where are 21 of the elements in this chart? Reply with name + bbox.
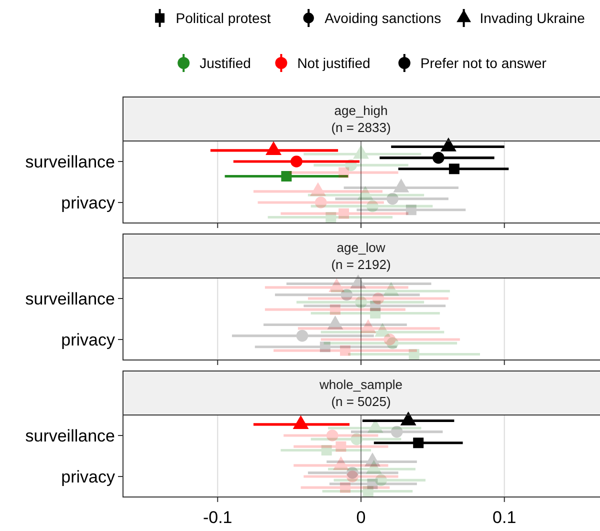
x-tick-label: 0 xyxy=(356,508,366,527)
text: Not justified xyxy=(297,55,370,71)
chart-title: whole_sample xyxy=(318,377,403,392)
y-tick-label: surveillance xyxy=(25,426,115,446)
text: Avoiding sanctions xyxy=(324,10,442,26)
y-tick-label: privacy xyxy=(61,468,116,486)
text: Prefer not to answer xyxy=(420,55,547,71)
chart-title: age_high xyxy=(334,103,388,118)
text: Invading Ukraine xyxy=(480,10,586,26)
chart-subtitle: (n = 2192) xyxy=(331,257,391,272)
chart-title: age_low xyxy=(336,240,386,255)
text: Political protest xyxy=(176,10,271,26)
chart-subtitle: (n = 2833) xyxy=(331,120,391,135)
y-tick-label: privacy xyxy=(61,194,116,212)
x-tick-label: -0.1 xyxy=(202,508,232,527)
text: Justified xyxy=(200,55,251,71)
y-tick-label: privacy xyxy=(61,330,116,350)
y-tick-label: surveillance xyxy=(25,152,115,172)
chart-subtitle: (n = 5025) xyxy=(331,394,391,409)
y-tick-label: surveillance xyxy=(25,290,115,308)
x-tick-label: 0.1 xyxy=(492,508,516,527)
